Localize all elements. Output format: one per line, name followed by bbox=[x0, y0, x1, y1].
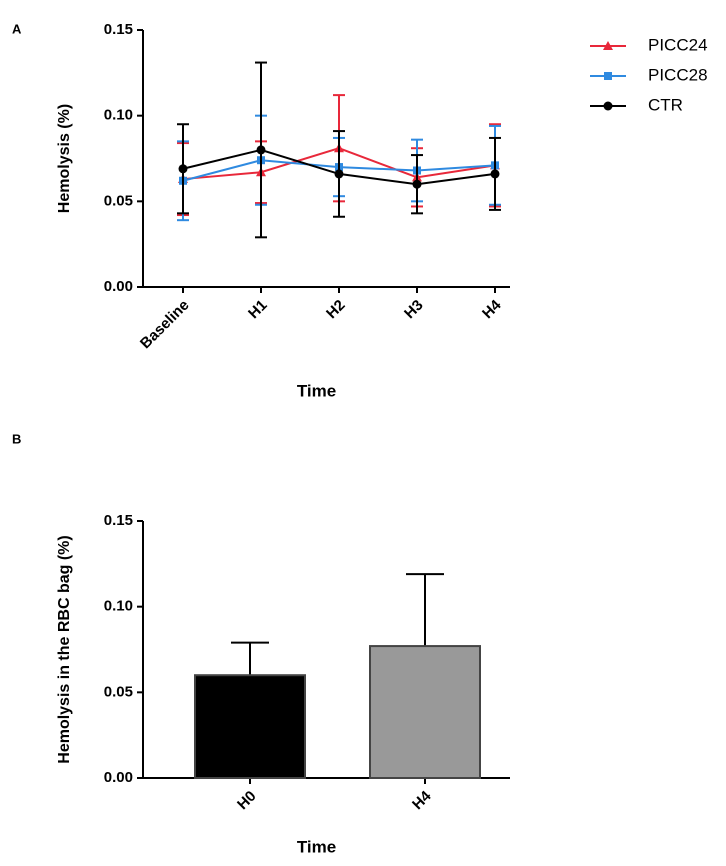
y-tick-label: 0.05 bbox=[104, 192, 133, 209]
y-tick-label: 0.10 bbox=[104, 107, 133, 124]
y-tick-label: 0.00 bbox=[104, 278, 133, 295]
y-tick-label: 0.10 bbox=[104, 598, 133, 615]
marker bbox=[334, 169, 344, 179]
marker bbox=[256, 145, 266, 155]
y-axis-title: Hemolysis in the RBC bag (%) bbox=[56, 535, 73, 763]
x-tick-label: H4 bbox=[479, 296, 505, 322]
marker bbox=[604, 72, 612, 80]
legend-label: CTR bbox=[648, 95, 683, 114]
x-axis-title: Time bbox=[297, 837, 336, 856]
legend-label: PICC24 bbox=[648, 35, 708, 54]
bar bbox=[194, 674, 306, 780]
marker bbox=[603, 101, 613, 111]
x-axis-title: Time bbox=[297, 381, 336, 400]
y-tick-label: 0.05 bbox=[104, 683, 133, 700]
y-axis-title: Hemolysis (%) bbox=[56, 104, 73, 213]
x-tick-label: Baseline bbox=[137, 297, 193, 353]
marker bbox=[412, 179, 422, 189]
x-tick-label: H0 bbox=[234, 788, 260, 814]
panel-label: A bbox=[12, 21, 22, 36]
y-tick-label: 0.15 bbox=[104, 512, 133, 529]
marker bbox=[490, 169, 500, 179]
marker bbox=[178, 164, 188, 174]
y-tick-label: 0.15 bbox=[104, 21, 133, 38]
legend-label: PICC28 bbox=[648, 65, 708, 84]
marker bbox=[603, 41, 613, 50]
panel-label: B bbox=[12, 431, 21, 446]
x-tick-label: H4 bbox=[409, 787, 435, 813]
y-tick-label: 0.00 bbox=[104, 769, 133, 786]
x-tick-label: H3 bbox=[401, 297, 427, 323]
x-tick-label: H2 bbox=[323, 297, 349, 323]
bar bbox=[369, 645, 481, 779]
x-tick-label: H1 bbox=[245, 297, 271, 323]
